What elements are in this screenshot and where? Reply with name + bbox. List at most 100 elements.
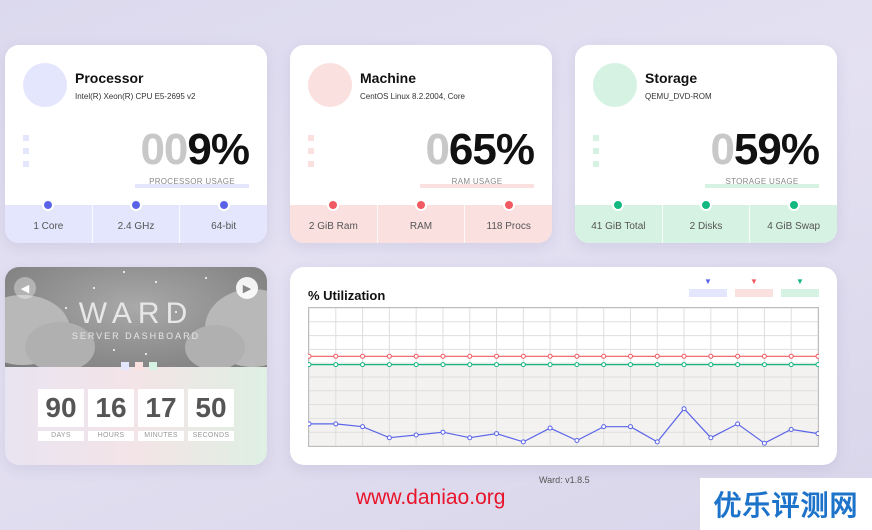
chart-point-1-3 [386, 362, 392, 368]
chart-point-0-11 [601, 353, 607, 359]
chart-point-1-4 [413, 362, 419, 368]
utilization-title: % Utilization [308, 288, 386, 303]
chart-point-0-12 [627, 353, 633, 359]
processor-mini-marks [23, 135, 29, 174]
processor-architecture: 64-bit [179, 199, 267, 243]
ward-logo-title: WARD [78, 297, 194, 330]
chart-point-2-7 [494, 431, 500, 437]
chart-point-1-11 [601, 362, 607, 368]
theme-dot-blue[interactable] [121, 362, 129, 370]
theme-selector [121, 362, 163, 370]
chart-point-0-9 [547, 353, 553, 359]
processor-card: Processor Intel(R) Xeon(R) CPU E5-2695 v… [5, 45, 267, 243]
processor-footer: 1 Core 2.4 GHz 64-bit [5, 199, 267, 243]
chart-point-0-17 [761, 353, 767, 359]
countdown-seconds: 50 SECONDS [188, 389, 234, 441]
legend-item-processor[interactable]: ▼ [689, 277, 727, 297]
chart-point-2-4 [413, 432, 419, 438]
ram-usage-label: RAM USAGE [451, 177, 503, 186]
ram-usage-value: 065% [425, 125, 535, 174]
storage-device: QEMU_DVD-ROM [645, 91, 712, 101]
chart-point-2-16 [735, 421, 741, 427]
chart-point-0-0 [308, 353, 312, 359]
storage-card: Storage QEMU_DVD-ROM 059% STORAGE USAGE … [575, 45, 837, 243]
chart-point-0-3 [386, 353, 392, 359]
chart-point-2-15 [708, 435, 714, 441]
chart-point-2-1 [333, 421, 339, 427]
storage-title: Storage [645, 69, 698, 86]
triangle-down-icon: ▼ [750, 277, 758, 286]
chart-point-0-2 [360, 353, 366, 359]
storage-total: 41 GiB Total [575, 199, 662, 243]
chart-point-2-14 [681, 406, 687, 412]
chart-point-1-1 [333, 362, 339, 368]
processor-icon [23, 63, 67, 107]
arrow-right-icon[interactable]: ▶ [236, 277, 258, 299]
chart-point-1-5 [440, 362, 446, 368]
site-logo-watermark: 优乐评测网 [700, 478, 872, 530]
storage-mini-marks [593, 135, 599, 174]
chart-point-1-13 [654, 362, 660, 368]
countdown-hours: 16 HOURS [88, 389, 134, 441]
version-label: Ward: v1.8.5 [539, 475, 590, 485]
processor-model: Intel(R) Xeon(R) CPU E5-2695 v2 [75, 91, 196, 101]
chart-point-1-6 [467, 362, 473, 368]
processor-cores: 1 Core [5, 199, 92, 243]
machine-ram-type: RAM [376, 199, 465, 243]
processor-title: Processor [75, 69, 144, 86]
chart-point-0-14 [681, 353, 687, 359]
storage-usage-label: STORAGE USAGE [725, 177, 799, 186]
chart-series-line-2 [309, 407, 819, 444]
chart-point-0-15 [708, 353, 714, 359]
utilization-legend: ▼ ▼ ▼ [681, 277, 819, 297]
chart-point-2-0 [308, 421, 312, 427]
chart-point-2-19 [815, 431, 819, 437]
chart-border [308, 307, 819, 447]
machine-os: CentOS Linux 8.2.2004, Core [360, 91, 465, 101]
chart-point-0-4 [413, 353, 419, 359]
utilization-chart [308, 307, 819, 447]
storage-icon [593, 63, 637, 107]
utilization-card: % Utilization ▼ ▼ ▼ [290, 267, 837, 465]
chart-point-0-7 [494, 353, 500, 359]
machine-footer: 2 GiB Ram RAM 118 Procs [290, 199, 552, 243]
chart-point-1-14 [681, 362, 687, 368]
processor-header: Processor Intel(R) Xeon(R) CPU E5-2695 v… [23, 63, 196, 107]
storage-swap: 4 GiB Swap [749, 199, 837, 243]
chart-point-0-18 [788, 353, 794, 359]
site-url-watermark: www.daniao.org [356, 486, 506, 509]
chart-point-0-19 [815, 353, 819, 359]
chart-point-2-13 [654, 439, 660, 445]
storage-footer: 41 GiB Total 2 Disks 4 GiB Swap [575, 199, 837, 243]
machine-card: Machine CentOS Linux 8.2.2004, Core 065%… [290, 45, 552, 243]
machine-icon [308, 63, 352, 107]
chart-point-0-16 [735, 353, 741, 359]
theme-dot-red[interactable] [135, 362, 143, 370]
chart-point-2-11 [601, 424, 607, 430]
triangle-down-icon: ▼ [704, 277, 712, 286]
legend-item-ram[interactable]: ▼ [735, 277, 773, 297]
processor-usage-label: PROCESSOR USAGE [149, 177, 235, 186]
chart-point-2-5 [440, 429, 446, 435]
storage-usage-value: 059% [710, 125, 820, 174]
chart-point-0-10 [574, 353, 580, 359]
processor-usage-value: 009% [140, 125, 250, 174]
storage-disks: 2 Disks [661, 199, 750, 243]
chart-point-0-13 [654, 353, 660, 359]
chart-point-1-0 [308, 362, 312, 368]
chart-point-2-2 [360, 424, 366, 430]
chart-point-2-9 [547, 425, 553, 431]
legend-item-storage[interactable]: ▼ [781, 277, 819, 297]
triangle-down-icon: ▼ [796, 277, 804, 286]
chart-point-2-6 [467, 435, 473, 441]
countdown-days: 90 DAYS [38, 389, 84, 441]
theme-dot-green[interactable] [149, 362, 157, 370]
machine-mini-marks [308, 135, 314, 174]
chart-point-1-9 [547, 362, 553, 368]
ward-banner: WARD SERVER DASHBOARD ◀ ▶ [5, 267, 267, 372]
processor-usage-underline [135, 184, 249, 188]
chart-point-2-3 [386, 435, 392, 441]
chart-point-2-8 [520, 439, 526, 445]
arrow-left-icon[interactable]: ◀ [14, 277, 36, 299]
chart-point-1-10 [574, 362, 580, 368]
